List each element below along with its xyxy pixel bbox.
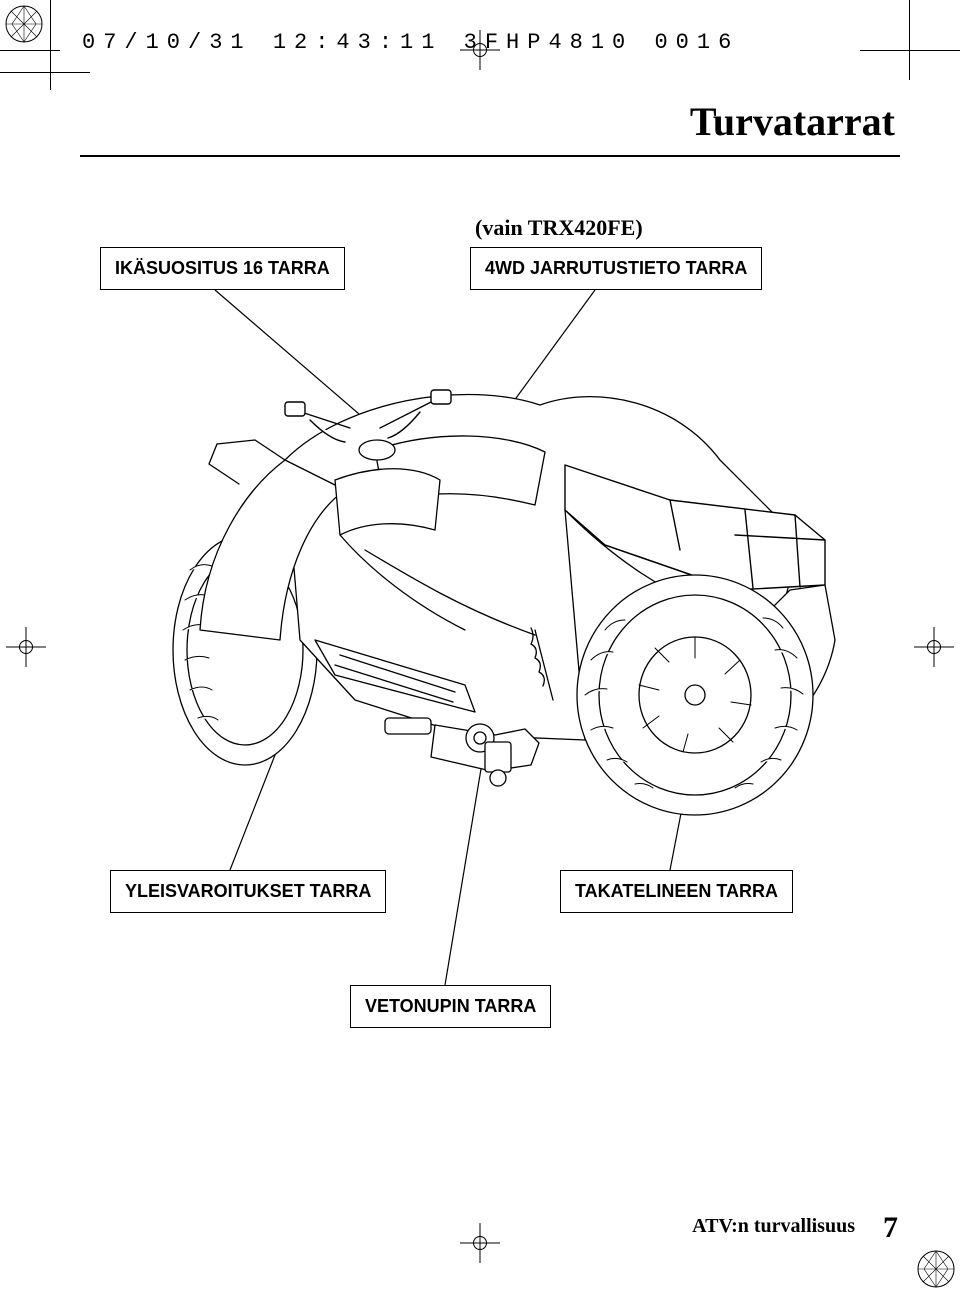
crop-line-tr-v bbox=[909, 0, 910, 80]
label-box-bottom-center: VETONUPIN TARRA bbox=[350, 985, 551, 1028]
label-box-top-left: IKÄSUOSITUS 16 TARRA bbox=[100, 247, 345, 290]
footer-section: ATV:n turvallisuus bbox=[692, 1215, 855, 1238]
crop-line-tl2 bbox=[0, 72, 90, 73]
atv-illustration bbox=[135, 340, 855, 820]
title-rule bbox=[80, 155, 900, 157]
reg-cross-bottom bbox=[460, 1223, 500, 1263]
crop-line-tl-v bbox=[50, 0, 51, 90]
paren-label: (vain TRX420FE) bbox=[475, 215, 643, 241]
reg-mark-tl bbox=[4, 4, 44, 44]
page-title: Turvatarrat bbox=[690, 98, 895, 145]
crop-line-tl bbox=[0, 50, 60, 51]
reg-mark-br bbox=[916, 1249, 956, 1289]
label-box-bottom-right: TAKATELINEEN TARRA bbox=[560, 870, 793, 913]
header-code: 07/10/31 12:43:11 3FHP4810 0016 bbox=[82, 30, 739, 55]
reg-cross-left bbox=[6, 627, 46, 667]
reg-cross-right bbox=[914, 627, 954, 667]
label-box-bottom-left: YLEISVAROITUKSET TARRA bbox=[110, 870, 386, 913]
label-box-top-right: 4WD JARRUTUSTIETO TARRA bbox=[470, 247, 762, 290]
footer-page-number: 7 bbox=[883, 1211, 898, 1245]
crop-line-tr bbox=[860, 50, 960, 51]
